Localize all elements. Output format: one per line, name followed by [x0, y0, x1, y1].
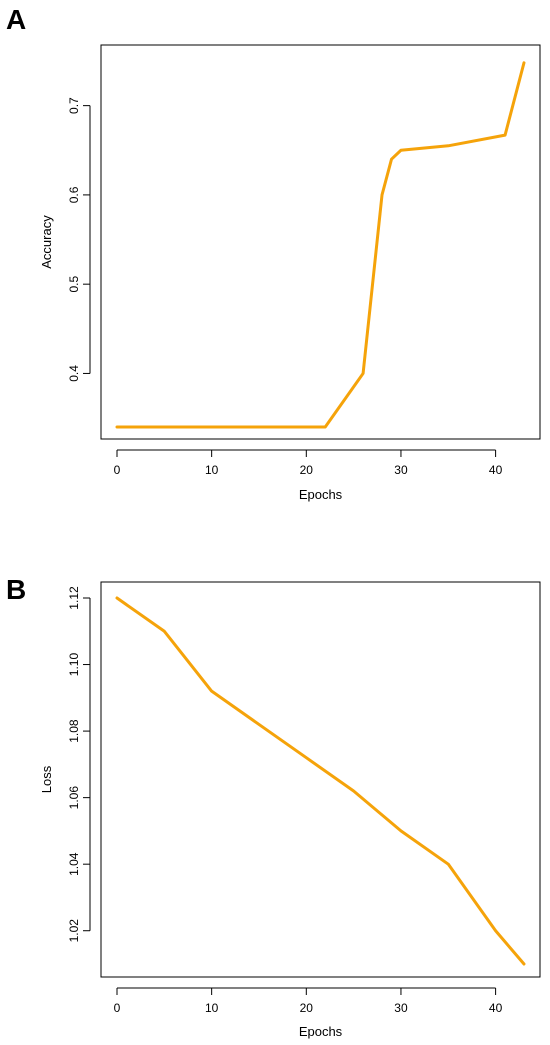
chart-0-x-tick-label-0: 0 [114, 463, 121, 477]
chart-0-y-tick-label-1: 0.5 [67, 276, 81, 293]
chart-1-series-line-0 [115, 596, 526, 966]
chart-1-y-tick-label-5: 1.12 [67, 586, 81, 610]
chart-1-y-tick-label-3: 1.08 [67, 719, 81, 743]
chart-0-y-tick-label-2: 0.6 [67, 186, 81, 203]
chart-1-x-tick-label-0: 0 [114, 1001, 121, 1015]
chart-0-plot-frame [100, 44, 541, 440]
chart-1-x-tick-label-4: 40 [489, 1001, 503, 1015]
chart-0-x-tick-label-4: 40 [489, 463, 503, 477]
chart-0-x-axis-label: Epochs [299, 487, 343, 502]
chart-0-x-tick-label-3: 30 [394, 463, 408, 477]
chart-1-plot-frame [100, 581, 541, 978]
chart-0-x-tick-label-2: 20 [300, 463, 314, 477]
chart-1-y-axis-label: Loss [39, 765, 54, 793]
chart-0-y-tick-label-3: 0.7 [67, 97, 81, 114]
accuracy-chart-svg: 0 10 20 30 40 0.4 0.5 0.6 0.7 Epochs Accuracy [39, 44, 541, 502]
panel-a-accuracy-chart: A 0 10 20 30 40 0.4 0.5 0.6 0.7 Epochs Accuracy [0, 0, 550, 522]
chart-0-series-line-0 [115, 61, 526, 429]
chart-1-x-tick-label-3: 30 [394, 1001, 408, 1015]
panel-label-a: A [6, 4, 27, 35]
chart-1-x-tick-label-1: 10 [205, 1001, 219, 1015]
chart-1-x-axis-label: Epochs [299, 1024, 343, 1039]
chart-1-y-tick-label-2: 1.06 [67, 786, 81, 810]
chart-1-x-tick-label-2: 20 [300, 1001, 314, 1015]
loss-chart-svg: 0 10 20 30 40 1.02 1.04 1.06 1.08 1.10 1.12 Epochs L… [39, 581, 541, 1039]
chart-0-y-axis-label: Accuracy [39, 215, 54, 269]
chart-1-y-tick-label-4: 1.10 [67, 653, 81, 677]
chart-0-y-tick-label-0: 0.4 [67, 365, 81, 382]
panel-b-loss-chart: B 0 10 20 30 40 1.02 1.04 1.06 1.08 1.10 1.12 Epoch… [0, 522, 550, 1045]
chart-0-x-tick-label-1: 10 [205, 463, 219, 477]
chart-1-y-tick-label-1: 1.04 [67, 852, 81, 876]
chart-1-y-tick-label-0: 1.02 [67, 919, 81, 943]
panel-label-b: B [6, 574, 27, 605]
